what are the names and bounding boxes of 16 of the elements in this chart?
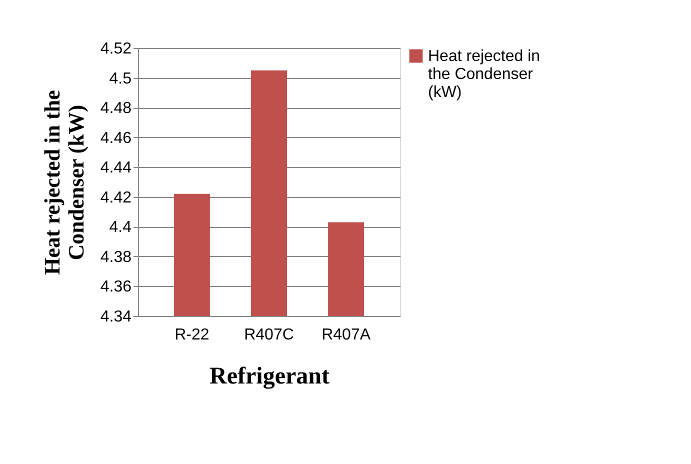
- x-tick-label: R407A: [322, 326, 371, 344]
- y-tick-label: 4.46: [100, 130, 132, 147]
- legend-label: Heat rejected in the Condenser (kW): [428, 48, 540, 101]
- x-axis-title: Refrigerant: [210, 364, 330, 390]
- y-tick-label: 4.48: [100, 100, 132, 118]
- y-axis-title: Heat rejected in the Condenser (kW): [39, 90, 88, 275]
- y-tick-label: 4.5: [109, 70, 132, 88]
- y-tick-label: 4.42: [100, 189, 132, 206]
- x-tick-label: R-22: [174, 326, 210, 344]
- y-tick-label: 4.4: [109, 219, 132, 236]
- y-tick-label: 4.36: [100, 278, 132, 296]
- y-tick-label: 4.52: [100, 40, 132, 58]
- y-tick-label: 4.34: [100, 308, 132, 326]
- y-tick-label: 4.38: [100, 248, 132, 266]
- x-tick-label: R407C: [244, 326, 294, 344]
- y-tick-label: 4.44: [100, 160, 132, 177]
